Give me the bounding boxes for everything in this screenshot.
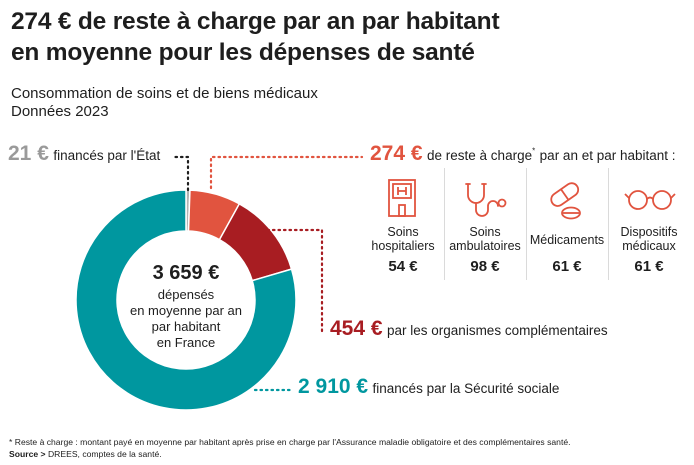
divider — [444, 168, 445, 280]
center-line3: par habitant — [151, 319, 221, 334]
center-line4: en France — [156, 335, 216, 350]
category-value-medication: 61 € — [552, 258, 582, 275]
source-label: Source > — [9, 449, 46, 459]
source: Source > DREES, comptes de la santé. — [9, 449, 162, 460]
etat-value: 21 € — [8, 142, 49, 165]
category-label-hospital: Soins hospitaliers — [371, 225, 435, 253]
category-label-medication: Médicaments — [529, 233, 605, 247]
divider — [526, 168, 527, 280]
category-label-ambulatory: Soins ambulatoires — [449, 225, 521, 253]
category-value-ambulatory: 98 € — [470, 258, 500, 275]
page-title: 274 € de reste à charge par an par habit… — [11, 8, 500, 35]
category-label-devices: Dispositifs médicaux — [620, 225, 678, 253]
reste-value: 274 € — [370, 142, 423, 165]
hospital-icon — [388, 179, 416, 217]
oc-label: par les organismes complémentaires — [387, 323, 608, 338]
etat-label: financés par l'État — [53, 148, 161, 163]
source-text: DREES, comptes de la santé. — [47, 449, 162, 459]
donut-slice-secu — [75, 189, 297, 411]
pills-icon — [550, 182, 581, 220]
subtitle-date: Données 2023 — [11, 103, 109, 120]
leader-line-etat — [170, 155, 190, 192]
oc-value: 454 € — [330, 317, 383, 340]
stethoscope-icon — [465, 183, 507, 217]
category-value-hospital: 54 € — [388, 258, 418, 275]
center-line1: dépensés — [157, 287, 215, 302]
category-value-devices: 61 € — [634, 258, 664, 275]
reste-label: de reste à charge — [427, 148, 533, 163]
secu-label: financés par la Sécurité sociale — [372, 381, 560, 396]
leader-line-reste — [209, 155, 364, 190]
reste-footnote-mark: * — [532, 146, 536, 156]
glasses-icon — [624, 190, 676, 210]
divider — [608, 168, 609, 280]
center-line2: en moyenne par an — [129, 303, 243, 318]
leader-line-oc — [260, 228, 324, 334]
reste-label-suffix: par an et par habitant : — [539, 148, 676, 163]
secu-value: 2 910 € — [298, 375, 369, 398]
page-title-line2: en moyenne pour les dépenses de santé — [11, 39, 475, 66]
total-value: 3 659 € — [152, 262, 220, 284]
footnote: * Reste à charge : montant payé en moyen… — [9, 437, 571, 447]
subtitle: Consommation de soins et de biens médica… — [11, 85, 318, 102]
